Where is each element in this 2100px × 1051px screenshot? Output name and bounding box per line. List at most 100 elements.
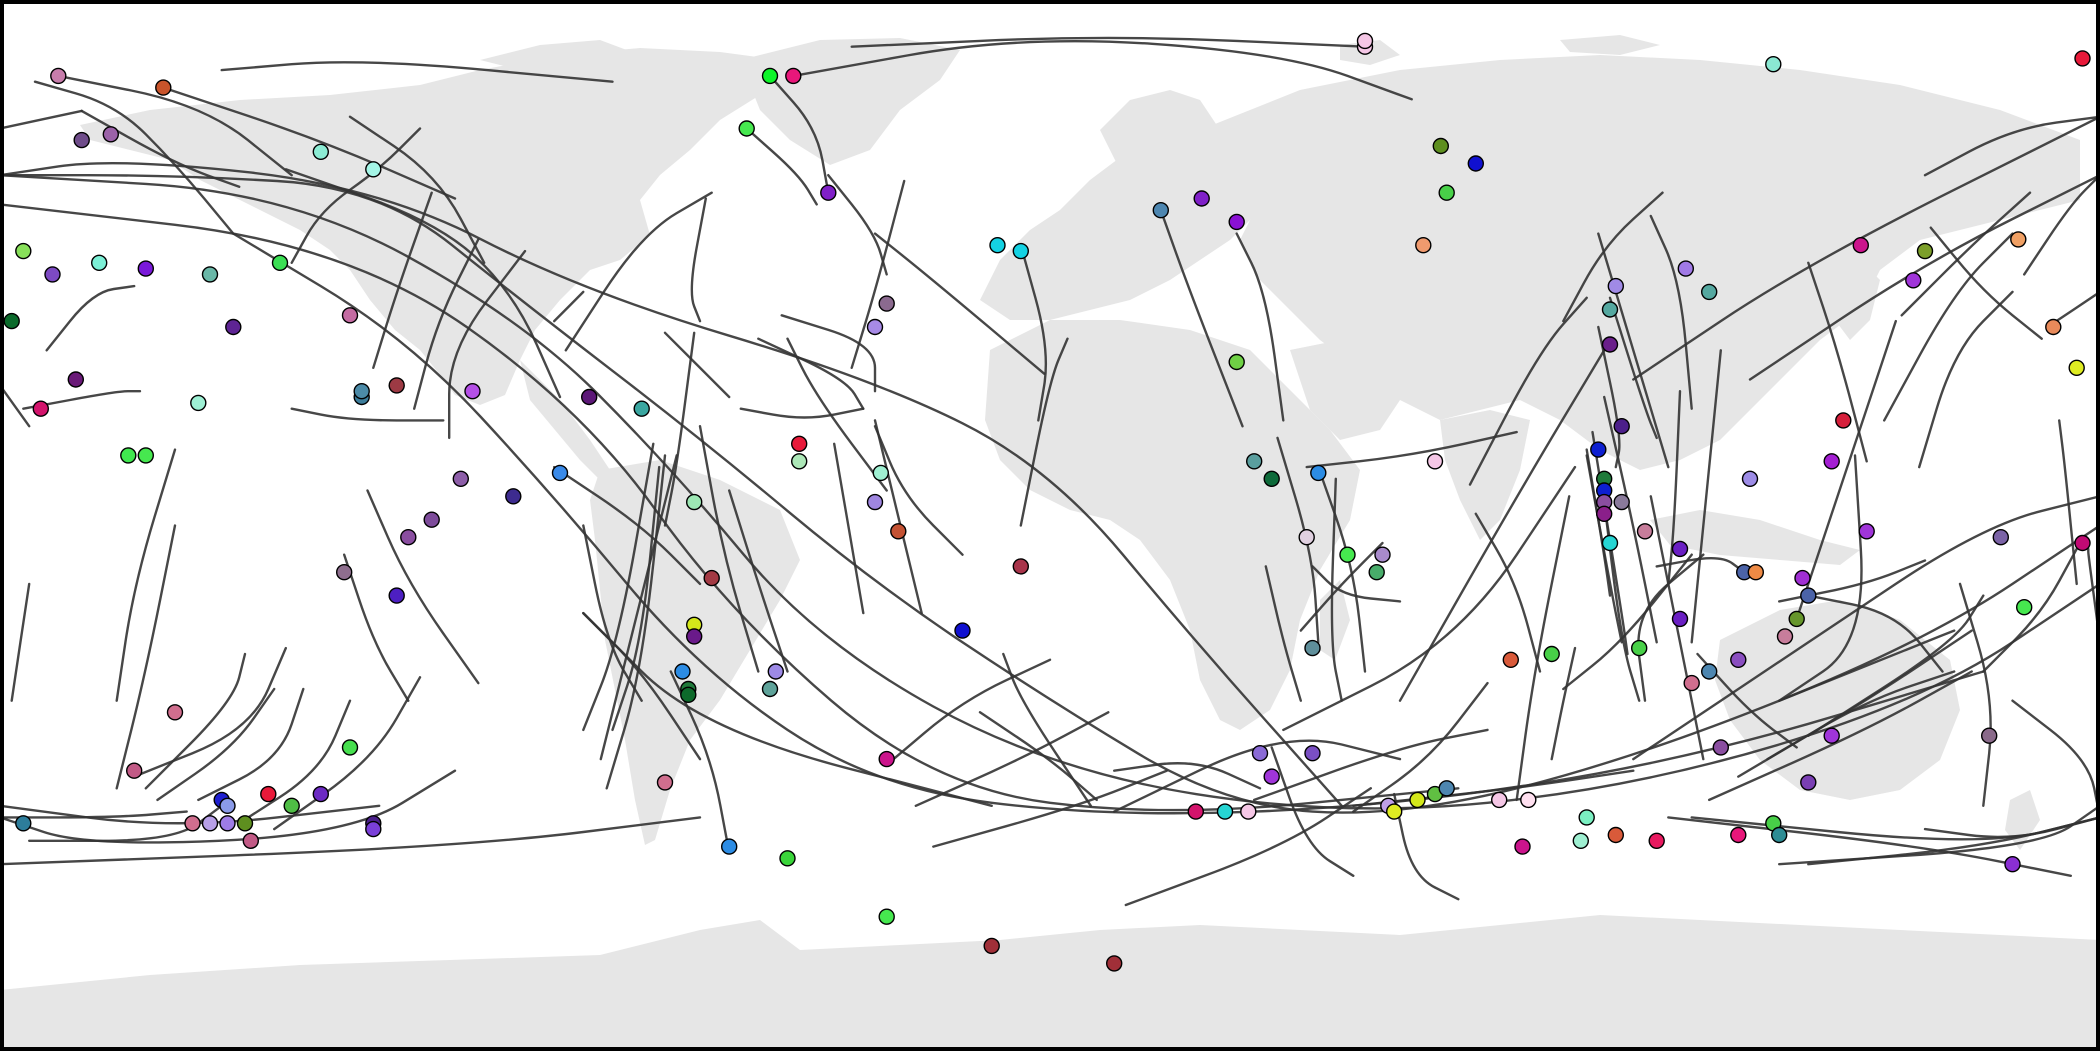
- storm-origin-marker: [1858, 523, 1875, 540]
- storm-origin-marker: [680, 686, 697, 703]
- storm-origin-marker: [1800, 587, 1817, 604]
- storm-track: [1923, 115, 2100, 177]
- storm-origin-marker: [44, 266, 61, 283]
- storm-origin-marker: [1852, 236, 1870, 254]
- storm-origin-marker: [2074, 50, 2091, 67]
- storm-track: [786, 337, 888, 492]
- storm-origin-marker: [155, 79, 172, 96]
- storm-track: [1562, 191, 1664, 323]
- storm-track: [1778, 629, 1956, 702]
- storm-track: [1603, 500, 1641, 702]
- storm-track: [1603, 395, 1658, 644]
- storm-origin-marker: [219, 815, 236, 832]
- storm-origin-marker: [1776, 628, 1794, 645]
- storm-track: [1317, 465, 1367, 673]
- storm-track: [0, 109, 83, 130]
- storm-origin-marker: [761, 67, 779, 85]
- storm-origin-marker: [686, 493, 703, 511]
- storm-origin-marker: [1415, 236, 1432, 254]
- storm-track: [1690, 349, 1722, 644]
- storm-track: [1585, 454, 1623, 644]
- storm-origin-marker: [1251, 745, 1269, 762]
- storm-origin-marker: [791, 435, 808, 452]
- storm-track: [45, 284, 136, 352]
- storm-origin-marker: [878, 295, 895, 312]
- storm-track: [372, 191, 433, 369]
- storm-origin-marker: [90, 254, 108, 271]
- storm-origin-marker: [1105, 955, 1123, 972]
- storm-track: [0, 174, 2100, 810]
- storm-origin-marker: [1601, 336, 1619, 353]
- storm-origin-marker: [1438, 184, 1455, 201]
- storm-track: [873, 419, 923, 615]
- storm-track: [1474, 512, 1542, 673]
- storm-track: [768, 74, 830, 194]
- storm-track: [1649, 214, 1693, 410]
- storm-origin-marker: [1228, 213, 1245, 231]
- storm-track: [1393, 792, 1460, 901]
- land-australia: [1715, 600, 1960, 800]
- storm-track: [22, 390, 142, 410]
- storm-track: [1807, 594, 1944, 673]
- storm-track: [1655, 557, 1746, 574]
- storm-origin-marker: [1601, 301, 1619, 318]
- storm-origin-marker: [236, 815, 254, 832]
- storm-track: [611, 465, 661, 732]
- storm-origin-marker: [983, 937, 1000, 955]
- storm-origin-marker: [779, 850, 796, 867]
- storm-origin-marker: [1543, 645, 1560, 663]
- storm-track: [2058, 419, 2078, 586]
- storm-track: [1795, 319, 1897, 621]
- storm-origin-marker: [1730, 826, 1747, 844]
- storm-origin-marker: [137, 447, 155, 464]
- storm-track: [873, 232, 1046, 375]
- storm-origin-marker: [1630, 639, 1648, 657]
- storm-track: [1696, 652, 1798, 749]
- storm-track: [366, 489, 480, 685]
- storm-origin-marker: [633, 400, 650, 417]
- storm-origin-marker: [581, 388, 598, 406]
- storm-track: [728, 489, 789, 673]
- storm-origin-marker: [73, 131, 90, 149]
- storm-origin-marker: [32, 400, 49, 417]
- storm-track: [0, 810, 188, 819]
- storm-track: [115, 524, 177, 790]
- storm-origin-marker: [1304, 639, 1321, 657]
- storm-track: [232, 232, 1985, 815]
- land-central-america: [520, 360, 610, 480]
- storm-track: [1253, 728, 1489, 802]
- storm-track: [885, 658, 1052, 767]
- storm-track: [0, 384, 31, 428]
- storm-origin-marker: [505, 488, 522, 505]
- storm-origin-marker: [1595, 505, 1613, 522]
- storm-track: [1299, 541, 1384, 632]
- storm-origin-marker: [1240, 803, 1257, 820]
- storm-track: [690, 197, 707, 323]
- storm-origin-marker: [120, 447, 137, 464]
- storm-track: [1667, 390, 1682, 586]
- storm-origin-marker: [1671, 540, 1689, 558]
- storm-origin-marker: [1356, 32, 1374, 50]
- storm-origin-marker: [866, 318, 884, 336]
- storm-origin-marker: [1788, 610, 1805, 628]
- storm-origin-marker: [1514, 838, 1531, 855]
- storm-track: [1311, 565, 1402, 603]
- storm-origin-marker: [1426, 453, 1444, 470]
- storm-track: [220, 61, 614, 83]
- storm-origin-marker: [365, 820, 382, 838]
- storm-origin-marker: [1368, 564, 1385, 581]
- storm-origin-marker: [219, 797, 236, 814]
- storm-origin-marker: [1520, 791, 1537, 809]
- storm-origin-marker: [1770, 826, 1788, 844]
- storm-origin-marker: [686, 628, 703, 645]
- storm-track: [745, 127, 818, 206]
- storm-origin-marker: [1980, 727, 1998, 744]
- storm-origin-marker: [271, 254, 289, 271]
- storm-origin-marker: [1765, 55, 1782, 73]
- storm-track: [739, 407, 865, 419]
- storm-origin-marker: [2068, 359, 2085, 376]
- storm-track: [1352, 681, 1489, 813]
- storm-track: [1124, 787, 1372, 907]
- storm-origin-marker: [1700, 663, 1718, 680]
- storm-origin-marker: [353, 383, 370, 400]
